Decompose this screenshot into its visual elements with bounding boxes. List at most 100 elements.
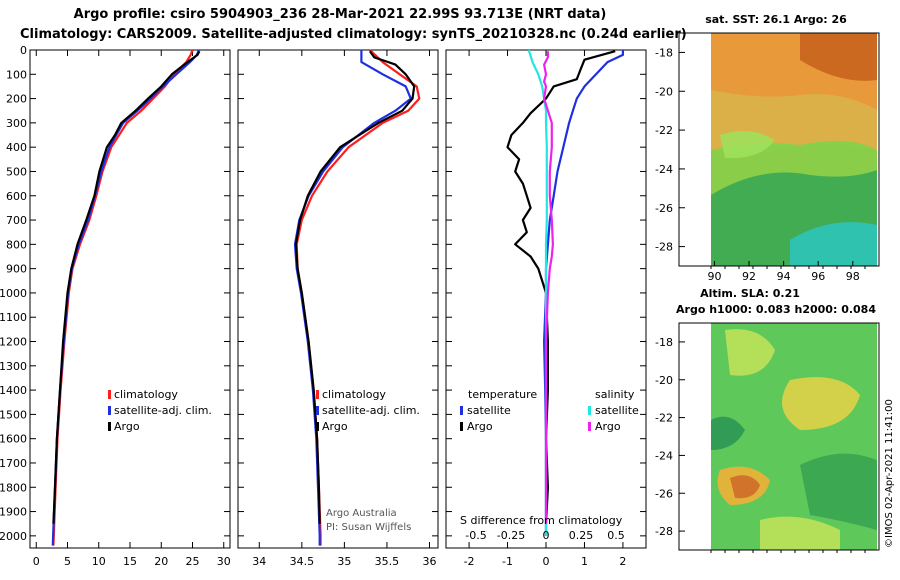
- map-y-tick-label: -28: [655, 241, 673, 254]
- s-tick-label: 0: [543, 529, 550, 542]
- series-line: [295, 49, 421, 546]
- y-tick-label: 100: [6, 68, 27, 81]
- y-tick-label: 1500: [0, 408, 27, 421]
- y-tick-label: 700: [6, 214, 27, 227]
- sla-field-region: [725, 329, 775, 376]
- legend-label: satellite-adj. clim.: [114, 404, 212, 417]
- y-tick-label: 1400: [0, 384, 27, 397]
- series-line: [293, 50, 412, 546]
- map-y-tick-label: -22: [655, 124, 673, 137]
- x-tick-label: 35: [337, 555, 351, 568]
- legend-label: Argo: [114, 420, 140, 433]
- y-tick-label: 900: [6, 263, 27, 276]
- legend-swatch: [108, 406, 111, 415]
- map-y-tick-label: -24: [655, 449, 673, 462]
- s-tick-label: -0.25: [497, 529, 525, 542]
- sst-field-region: [720, 131, 775, 159]
- map-y-tick-label: -20: [655, 85, 673, 98]
- s-tick-label: 0.25: [569, 529, 594, 542]
- plot-frame: [29, 49, 231, 549]
- x-tick-label: -1: [502, 555, 513, 568]
- series-line: [294, 50, 416, 524]
- y-tick-label: 300: [6, 117, 27, 130]
- legend-swatch: [316, 406, 319, 415]
- legend-label: satellite-adj. clim.: [322, 404, 420, 417]
- x-tick-label: 30: [217, 555, 231, 568]
- y-tick-label: 500: [6, 165, 27, 178]
- map-y-tick-label: -26: [655, 487, 673, 500]
- y-tick-label: 1700: [0, 457, 27, 470]
- map-y-tick-label: -24: [655, 163, 673, 176]
- y-tick-label: 1900: [0, 506, 27, 519]
- map-x-tick-label: 96: [811, 270, 825, 283]
- sst-map-frame: [678, 32, 880, 267]
- y-tick-label: 1000: [0, 287, 27, 300]
- x-tick-label: 34: [252, 555, 266, 568]
- y-tick-label: 1300: [0, 360, 27, 373]
- plot-frame: [237, 49, 439, 549]
- legend-swatch: [460, 406, 463, 415]
- series-line: [527, 49, 548, 536]
- sla-map-pattern: [711, 329, 877, 550]
- x-axis-label: S difference from climatology: [460, 514, 623, 527]
- figure-title-line1: Argo profile: csiro 5904903_236 28-Mar-2…: [73, 7, 607, 22]
- legend-label: climatology: [114, 388, 178, 401]
- salinity-panel: 34 34.5 35 35.5 36 climatology satellite-adj. …: [237, 49, 439, 568]
- x-tick-label: 5: [64, 555, 71, 568]
- y-tick-label: 1200: [0, 336, 27, 349]
- temperature-panel: 0100200300400500600700800900100011001200…: [0, 44, 231, 568]
- legend-swatch: [460, 422, 463, 431]
- legend-header: salinity: [595, 388, 635, 401]
- y-tick-label: 1600: [0, 433, 27, 446]
- series-line: [542, 50, 625, 536]
- x-tick-label: 25: [186, 555, 200, 568]
- y-tick-label: 0: [20, 44, 27, 57]
- y-tick-label: 1100: [0, 311, 27, 324]
- s-tick-label: 0.5: [607, 529, 625, 542]
- legend-swatch: [108, 422, 111, 431]
- x-tick-label: 35.5: [375, 555, 400, 568]
- x-tick-label: 1: [581, 555, 588, 568]
- sst-map-pattern: [711, 33, 877, 266]
- map-x-tick-label: 94: [777, 270, 791, 283]
- map-y-tick-label: -28: [655, 525, 673, 538]
- series-line: [52, 50, 201, 524]
- legend-label: satellite: [595, 404, 639, 417]
- sla-map-panel: Altim. SLA: 0.21 Argo h1000: 0.083 h2000…: [655, 287, 895, 553]
- map-y-tick-label: -18: [655, 46, 673, 59]
- x-tick-label: 10: [92, 555, 106, 568]
- legend-swatch: [588, 422, 591, 431]
- sla-map-title: Altim. SLA: 0.21: [700, 287, 800, 300]
- sla-map-frame: [678, 322, 880, 551]
- legend-swatch: [108, 390, 111, 399]
- y-tick-label: 1800: [0, 481, 27, 494]
- y-tick-label: 600: [6, 190, 27, 203]
- map-x-tick-label: 98: [846, 270, 860, 283]
- sla-field-region: [711, 416, 745, 450]
- legend-label: climatology: [322, 388, 386, 401]
- legend-label: Argo: [595, 420, 621, 433]
- map-y-tick-label: -20: [655, 374, 673, 387]
- y-tick-label: 400: [6, 141, 27, 154]
- map-y-tick-label: -22: [655, 412, 673, 425]
- legend-label: Argo: [467, 420, 493, 433]
- sla-map-subtitle: Argo h1000: 0.083 h2000: 0.084: [676, 303, 876, 316]
- legend-swatch: [588, 406, 591, 415]
- legend-label: Argo: [322, 420, 348, 433]
- imos-timestamp-label: ©IMOS 02-Apr-2021 11:41:00: [884, 399, 895, 548]
- series-line: [542, 51, 555, 524]
- x-tick-label: 0: [33, 555, 40, 568]
- sla-field-region: [800, 453, 877, 530]
- legend-swatch: [316, 390, 319, 399]
- x-tick-label: 2: [619, 555, 626, 568]
- sla-field-region: [730, 475, 760, 499]
- difference-panel: -2 -1 0 1 2 temperature salinity satellite Argo s…: [445, 49, 647, 568]
- sla-field-region: [760, 516, 840, 550]
- x-tick-label: 36: [422, 555, 436, 568]
- x-tick-label: 34.5: [290, 555, 315, 568]
- map-x-tick-label: 92: [742, 270, 756, 283]
- y-tick-label: 200: [6, 93, 27, 106]
- x-tick-label: -2: [464, 555, 475, 568]
- attribution-label: Argo Australia: [326, 508, 397, 519]
